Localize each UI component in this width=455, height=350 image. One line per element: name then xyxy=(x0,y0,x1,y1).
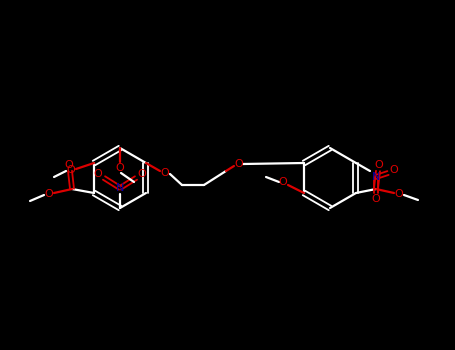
Text: O: O xyxy=(66,165,76,175)
Text: O: O xyxy=(116,163,124,173)
Text: O: O xyxy=(278,177,288,187)
Text: O: O xyxy=(45,189,53,199)
Text: N: N xyxy=(116,183,124,193)
Text: O: O xyxy=(374,160,384,170)
Text: N: N xyxy=(372,172,380,182)
Text: O: O xyxy=(394,189,403,199)
Text: O: O xyxy=(94,169,102,179)
Text: O: O xyxy=(372,194,380,204)
Text: O: O xyxy=(389,165,399,175)
Text: O: O xyxy=(161,168,169,178)
Text: O: O xyxy=(137,169,147,179)
Text: O: O xyxy=(65,160,73,170)
Text: O: O xyxy=(235,159,243,169)
